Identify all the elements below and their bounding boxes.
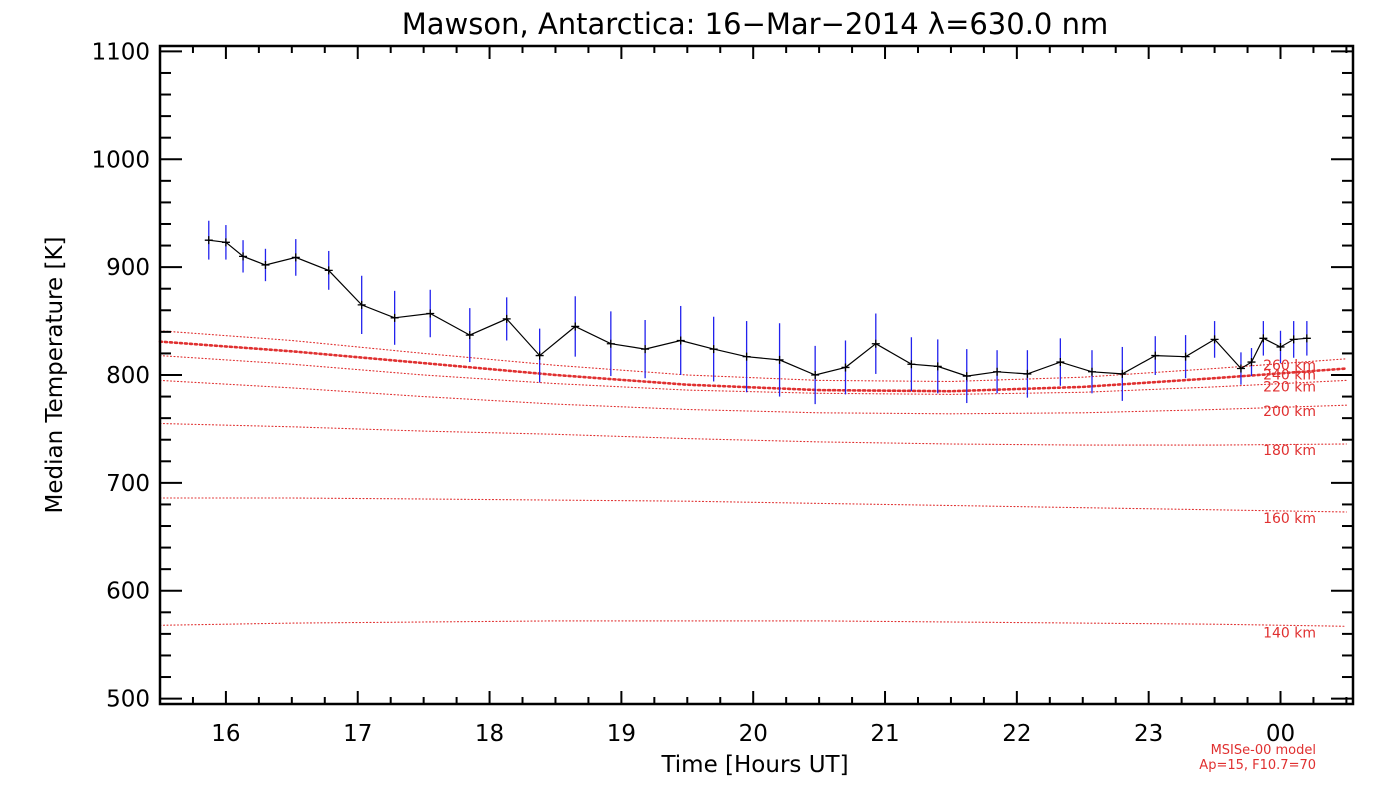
model-label-160km: 160 km xyxy=(1263,511,1316,527)
data-point xyxy=(426,309,435,318)
data-point xyxy=(811,371,820,379)
data-point xyxy=(221,238,230,247)
data-point xyxy=(1259,334,1268,343)
data-point xyxy=(571,322,580,331)
data-point xyxy=(993,367,1002,376)
data-point xyxy=(465,331,474,340)
x-tick-label: 21 xyxy=(870,721,899,747)
model-curves xyxy=(158,330,1348,627)
y-tick-label: 1100 xyxy=(91,39,150,65)
model-curve-260km xyxy=(159,330,1347,383)
data-point xyxy=(1247,358,1256,367)
y-axis-label: Median Temperature [K] xyxy=(42,237,68,514)
plot-frame xyxy=(158,44,1355,706)
data-point xyxy=(535,351,544,360)
data-point xyxy=(1056,358,1065,367)
data-points xyxy=(204,236,1311,381)
data-point xyxy=(871,339,880,348)
data-point xyxy=(606,339,615,348)
data-point xyxy=(239,252,248,261)
data-point xyxy=(291,253,300,262)
data-point xyxy=(502,314,511,323)
model-label-200km: 200 km xyxy=(1263,404,1316,420)
data-point xyxy=(1302,334,1311,343)
x-axis-ticks: 16 17 18 19 20 21 22 23 00 xyxy=(159,46,1348,747)
data-point xyxy=(1289,335,1298,344)
data-point xyxy=(1276,342,1285,351)
model-label-140km: 140 km xyxy=(1263,625,1316,641)
series-line-group xyxy=(208,239,1307,377)
data-point xyxy=(1181,352,1190,361)
series-line xyxy=(208,239,1307,377)
model-label-240km: 240 km xyxy=(1263,368,1316,384)
x-tick-label: 18 xyxy=(475,721,504,747)
y-tick-label: 700 xyxy=(106,471,150,497)
data-point xyxy=(1118,369,1127,378)
y-tick-label: 500 xyxy=(106,687,150,713)
error-bars xyxy=(208,220,1308,405)
x-tick-label: 22 xyxy=(1002,721,1031,747)
data-point xyxy=(1087,367,1096,376)
model-label-260km: 260 km xyxy=(1263,358,1316,374)
data-point xyxy=(324,266,333,275)
x-tick-label: 23 xyxy=(1134,721,1163,747)
data-point xyxy=(841,363,850,372)
data-point xyxy=(1210,335,1219,344)
y-tick-label: 800 xyxy=(106,363,150,389)
data-point xyxy=(641,345,650,354)
data-point xyxy=(390,313,399,322)
model-params-note: Ap=15, F10.7=70 xyxy=(1199,758,1316,773)
data-point xyxy=(933,362,942,371)
model-name-note: MSISe-00 model xyxy=(1211,743,1316,758)
x-tick-label: 16 xyxy=(211,721,240,747)
x-tick-label: 20 xyxy=(739,721,768,747)
data-point xyxy=(775,355,784,364)
data-point xyxy=(1236,364,1245,373)
data-point xyxy=(357,300,366,309)
model-curve-180km xyxy=(159,422,1347,446)
model-curve-220km xyxy=(159,355,1347,395)
model-curve-140km xyxy=(159,620,1347,627)
data-point xyxy=(204,236,213,245)
model-curve-240km xyxy=(158,340,1348,393)
model-curve-200km xyxy=(159,379,1347,415)
y-tick-label: 1000 xyxy=(91,147,150,173)
data-point xyxy=(709,345,718,354)
data-point xyxy=(261,260,270,269)
model-label-220km: 220 km xyxy=(1263,379,1316,395)
y-tick-label: 900 xyxy=(106,255,150,281)
x-axis-label: Time [Hours UT] xyxy=(660,752,848,778)
model-curve-160km xyxy=(159,497,1347,513)
data-point xyxy=(907,360,916,369)
x-tick-label: 00 xyxy=(1266,721,1295,747)
x-tick-label: 19 xyxy=(607,721,636,747)
x-tick-label: 17 xyxy=(343,721,372,747)
y-tick-label: 600 xyxy=(106,579,150,605)
data-point xyxy=(1023,369,1032,378)
data-point xyxy=(1151,351,1160,360)
data-point xyxy=(962,372,971,381)
y-axis-ticks: 500 600 700 800 900 1000 1100 xyxy=(91,39,1353,713)
chart-title: Mawson, Antarctica: 16−Mar−2014 λ=630.0 … xyxy=(402,7,1108,41)
model-label-180km: 180 km xyxy=(1263,443,1316,459)
data-point xyxy=(676,336,685,345)
data-point xyxy=(742,352,751,361)
